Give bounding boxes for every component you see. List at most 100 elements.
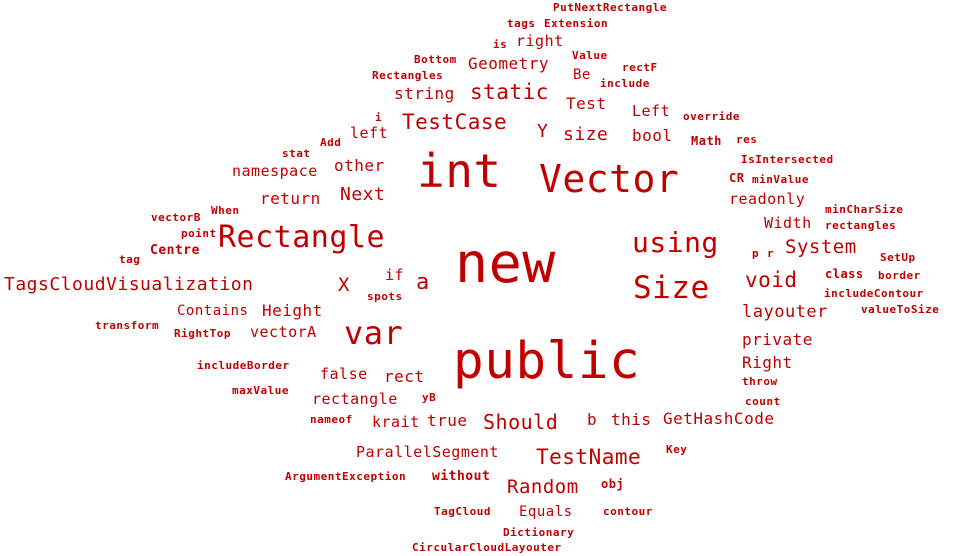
cloud-word: tags xyxy=(507,17,536,30)
cloud-word: Bottom xyxy=(414,53,457,66)
cloud-word: ArgumentException xyxy=(285,470,407,483)
cloud-word: yB xyxy=(422,391,437,404)
cloud-word: rect xyxy=(384,367,425,386)
cloud-word: class xyxy=(825,267,864,281)
cloud-word: GetHashCode xyxy=(663,409,775,428)
cloud-word: true xyxy=(427,411,468,430)
cloud-word: Height xyxy=(262,301,323,320)
cloud-word: valueToSize xyxy=(861,303,940,316)
cloud-word: count xyxy=(745,395,781,408)
cloud-word: point xyxy=(181,227,217,240)
cloud-word: this xyxy=(611,410,652,429)
cloud-word: Extension xyxy=(544,17,609,30)
cloud-word: i xyxy=(375,111,383,124)
cloud-word: obj xyxy=(601,477,625,491)
cloud-word: void xyxy=(745,268,798,292)
cloud-word: Rectangles xyxy=(372,69,444,82)
cloud-word: res xyxy=(736,133,758,146)
cloud-word: Left xyxy=(632,102,671,120)
cloud-word: Width xyxy=(764,214,812,232)
cloud-word: private xyxy=(742,330,813,349)
cloud-word: Be xyxy=(573,67,591,83)
cloud-word: Centre xyxy=(150,243,200,258)
cloud-word: false xyxy=(320,365,368,383)
cloud-word: Y xyxy=(537,121,549,142)
cloud-word: r xyxy=(767,247,775,260)
cloud-word: Rectangle xyxy=(218,220,386,255)
cloud-word: TestCase xyxy=(402,110,508,134)
cloud-word: right xyxy=(516,32,564,50)
cloud-word: Next xyxy=(340,184,386,205)
cloud-word: Add xyxy=(320,136,342,149)
cloud-word: Random xyxy=(507,476,579,498)
cloud-word: tag xyxy=(119,253,141,266)
cloud-word: include xyxy=(600,77,650,90)
cloud-word: CircularCloudLayouter xyxy=(412,541,562,554)
cloud-word: minValue xyxy=(752,173,809,186)
cloud-word: maxValue xyxy=(232,384,289,397)
cloud-word: PutNextRectangle xyxy=(553,1,667,14)
cloud-word: public xyxy=(453,332,641,391)
cloud-word: minCharSize xyxy=(825,203,904,216)
cloud-word: throw xyxy=(742,375,778,388)
cloud-word: return xyxy=(260,189,321,208)
cloud-word: is xyxy=(493,38,508,51)
cloud-word: rectangle xyxy=(312,390,398,408)
cloud-word: a xyxy=(416,270,430,295)
cloud-word: When xyxy=(211,204,240,217)
cloud-word: Test xyxy=(566,94,607,113)
cloud-word: Size xyxy=(633,270,710,306)
cloud-word: rectF xyxy=(622,61,658,74)
cloud-word: contour xyxy=(603,505,653,518)
cloud-word: readonly xyxy=(729,190,806,208)
cloud-word: using xyxy=(632,226,719,259)
cloud-word: SetUp xyxy=(880,251,916,264)
cloud-word: TagCloud xyxy=(434,505,491,518)
cloud-word: if xyxy=(385,266,405,284)
cloud-word: size xyxy=(563,124,609,145)
cloud-word: rectangles xyxy=(825,219,897,232)
cloud-word: vectorA xyxy=(250,323,317,341)
cloud-word: p xyxy=(752,247,760,260)
cloud-word: Vector xyxy=(539,157,680,201)
cloud-word: left xyxy=(350,124,389,142)
cloud-word: Value xyxy=(572,49,608,62)
cloud-word: X xyxy=(338,274,350,296)
cloud-word: Right xyxy=(742,353,793,372)
cloud-word: without xyxy=(432,469,491,484)
cloud-word: transform xyxy=(95,319,160,332)
cloud-word: stat xyxy=(282,147,311,160)
cloud-word: border xyxy=(878,269,921,282)
cloud-word: Math xyxy=(691,134,722,148)
cloud-word: vectorB xyxy=(151,211,201,224)
cloud-word: System xyxy=(785,236,857,258)
cloud-word: b xyxy=(587,410,598,429)
cloud-word: ParallelSegment xyxy=(356,443,499,461)
cloud-word: spots xyxy=(367,290,403,303)
cloud-word: RightTop xyxy=(174,327,231,340)
cloud-word: other xyxy=(334,156,385,175)
cloud-word: Contains xyxy=(177,303,249,319)
cloud-word: Dictionary xyxy=(503,526,575,539)
cloud-word: Equals xyxy=(519,504,573,520)
cloud-word: Key xyxy=(666,443,688,456)
cloud-word: includeContour xyxy=(824,287,924,300)
cloud-word: IsIntersected xyxy=(741,153,834,166)
cloud-word: TestName xyxy=(536,445,642,469)
cloud-word: krait xyxy=(372,413,420,431)
cloud-word: bool xyxy=(632,126,673,145)
cloud-word: layouter xyxy=(742,302,828,322)
cloud-word: TagsCloudVisualization xyxy=(4,274,254,295)
cloud-word: string xyxy=(394,84,455,103)
cloud-word: namespace xyxy=(232,162,318,180)
cloud-word: int xyxy=(417,144,502,198)
cloud-word: nameof xyxy=(310,413,353,426)
cloud-word: new xyxy=(455,231,556,295)
cloud-word: Geometry xyxy=(468,54,550,73)
cloud-word: includeBorder xyxy=(197,359,290,372)
cloud-word: Should xyxy=(483,410,559,434)
cloud-word: static xyxy=(470,80,549,104)
cloud-word: var xyxy=(344,314,404,352)
cloud-word: override xyxy=(683,110,740,123)
